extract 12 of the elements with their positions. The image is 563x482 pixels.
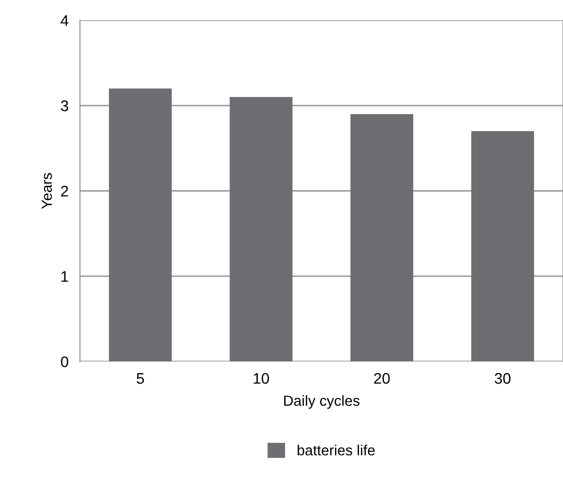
x-tick-label: 20 <box>374 373 390 384</box>
x-tick-label: 30 <box>494 373 511 384</box>
y-tick-label: 4 <box>60 15 68 26</box>
legend-label: batteries life <box>298 444 375 456</box>
y-tick-label: 1 <box>62 271 68 282</box>
x-axis-title: Daily cycles <box>284 395 360 409</box>
x-tick-label: 5 <box>136 373 144 384</box>
y-axis-title: Years <box>42 173 52 209</box>
y-tick-label: 2 <box>61 186 68 196</box>
y-tick-label: 0 <box>60 356 68 368</box>
x-tick-label: 10 <box>254 373 269 384</box>
y-tick-label: 3 <box>60 100 68 112</box>
